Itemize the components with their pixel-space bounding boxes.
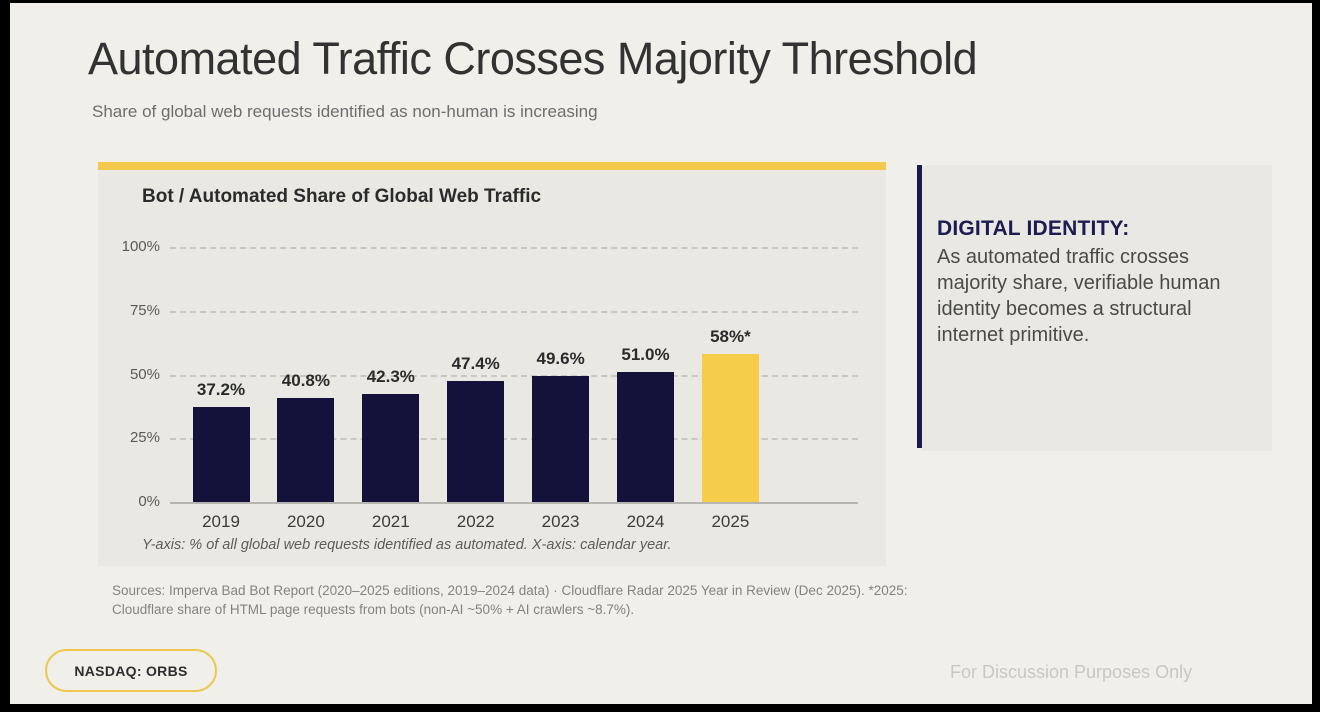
side-panel-heading: DIGITAL IDENTITY: — [937, 217, 1130, 240]
x-tick-label-2023: 2023 — [541, 512, 580, 531]
axis-note: Y-axis: % of all global web requests ide… — [142, 537, 672, 553]
bar-2019 — [192, 407, 250, 502]
sources-note: Sources: Imperva Bad Bot Report (2020–20… — [112, 583, 908, 617]
x-tick-label-2020: 2020 — [286, 512, 325, 531]
x-tick-label-2019: 2019 — [202, 512, 240, 531]
bar-chart-plot: 0% 25% 50% 75% 100% 37.2% 2019 40.8% 2020 42.3% 20… — [122, 238, 858, 531]
chart-title: Bot / Automated Share of Global Web Traf… — [142, 186, 542, 207]
y-tick-label-100: 100% — [121, 238, 160, 255]
side-panel-body: As automated traffic crosses majority sh… — [937, 246, 1221, 346]
x-tick-label-2022: 2022 — [456, 512, 495, 531]
side-panel: DIGITAL IDENTITY: As automated traffic c… — [922, 165, 1272, 451]
bar-value-label-2020: 40.8% — [281, 370, 330, 390]
bar-value-label-2024: 51.0% — [621, 344, 670, 364]
disclaimer-text: For Discussion Purposes Only — [950, 662, 1193, 682]
y-tick-label-50: 50% — [129, 365, 160, 383]
bar-value-label-2025: 58%* — [710, 327, 751, 347]
bar-value-label-2023: 49.6% — [536, 348, 585, 368]
slide: Automated Traffic Crosses Majority Thres… — [10, 3, 1312, 704]
bar-2023 — [532, 375, 590, 502]
bar-2022 — [447, 381, 505, 502]
card-accent-bar — [98, 162, 886, 170]
x-tick-label-2025: 2025 — [711, 512, 750, 531]
gridline-100 — [170, 247, 858, 249]
gridline-25 — [170, 438, 858, 441]
bar-value-label-2021: 42.3% — [366, 367, 415, 387]
gridline-50 — [170, 374, 858, 377]
chart-card: Bot / Automated Share of Global Web Traf… — [98, 162, 886, 566]
gridline-0 — [170, 502, 858, 504]
y-tick-label-25: 25% — [129, 429, 160, 447]
bar-value-label-2019: 37.2% — [196, 380, 246, 400]
page-subtitle: Share of global web requests identified … — [92, 102, 598, 121]
y-tick-label-75: 75% — [129, 301, 160, 319]
bar-2021 — [362, 394, 420, 502]
ticker-badge: NASDAQ: ORBS — [45, 649, 217, 692]
x-tick-label-2021: 2021 — [371, 512, 410, 531]
bar-2020 — [277, 397, 335, 502]
gridline-75 — [170, 310, 858, 313]
bar-2025 — [701, 354, 759, 502]
page-title: Automated Traffic Crosses Majority Thres… — [88, 33, 978, 84]
bar-value-label-2022: 47.4% — [451, 354, 500, 374]
y-tick-label-0: 0% — [138, 493, 160, 510]
x-tick-label-2024: 2024 — [626, 512, 665, 531]
side-panel-accent-bar — [917, 165, 922, 448]
bar-2024 — [617, 371, 674, 502]
